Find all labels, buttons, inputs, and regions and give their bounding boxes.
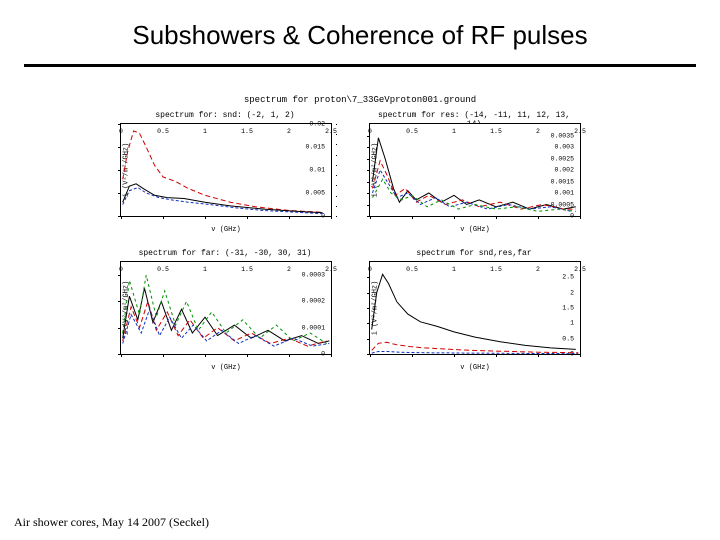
x-tick xyxy=(454,216,455,219)
axes: i (V²/m²/GHz)v (GHz)00.0050.010.0150.020… xyxy=(120,123,332,217)
axes: i (V²/m²/GHz)v (GHz)00.00010.00020.00030… xyxy=(120,261,332,355)
x-tick xyxy=(205,354,206,357)
x-tick xyxy=(580,354,581,357)
series-line xyxy=(123,184,323,213)
dot-marker xyxy=(336,144,337,145)
x-tick xyxy=(370,354,371,357)
footer-text: Air shower cores, May 14 2007 (Seckel) xyxy=(14,515,209,530)
panel-grid: spectrum for: snd: (-2, 1, 2)i (V²/m²/GH… xyxy=(120,111,600,377)
dot-marker xyxy=(336,175,337,176)
x-axis-label: v (GHz) xyxy=(121,364,331,372)
dot-marker xyxy=(336,196,337,197)
chart-panel-1: spectrum for res: (-14, -11, 11, 12, 13,… xyxy=(369,111,579,239)
x-tick xyxy=(331,216,332,219)
x-axis-label: v (GHz) xyxy=(370,226,580,234)
x-tick xyxy=(247,216,248,219)
chart-panel-3: spectrum for snd,res,fari (V²/m²/GHz)v (… xyxy=(369,249,579,377)
dot-marker xyxy=(336,134,337,135)
panel-title: spectrum for far: (-31, -30, 30, 31) xyxy=(120,249,330,261)
x-tick xyxy=(580,216,581,219)
series-line xyxy=(123,131,323,212)
x-tick xyxy=(412,354,413,357)
dot-marker xyxy=(336,206,337,207)
axes: i (V²/m²/GHz)v (GHz)00.511.522.500.511.5… xyxy=(369,261,581,355)
series-line xyxy=(373,138,576,209)
dot-marker xyxy=(336,124,337,125)
page-title: Subshowers & Coherence of RF pulses xyxy=(0,20,720,51)
divider xyxy=(24,64,696,67)
plot-svg xyxy=(121,262,331,354)
x-tick xyxy=(538,216,539,219)
series-line xyxy=(123,288,330,343)
series-line xyxy=(123,309,330,346)
x-tick xyxy=(412,216,413,219)
x-tick xyxy=(496,354,497,357)
x-tick xyxy=(289,216,290,219)
chart-panel-2: spectrum for far: (-31, -30, 30, 31)i (V… xyxy=(120,249,330,377)
chart-panel-0: spectrum for: snd: (-2, 1, 2)i (V²/m²/GH… xyxy=(120,111,330,239)
x-tick xyxy=(163,216,164,219)
x-axis-label: v (GHz) xyxy=(370,364,580,372)
x-tick xyxy=(121,354,122,357)
x-tick xyxy=(205,216,206,219)
series-line xyxy=(373,179,576,211)
x-tick xyxy=(370,216,371,219)
series-line xyxy=(372,274,576,349)
axes: i (V²/m²/GHz)v (GHz)00.00050.0010.00150.… xyxy=(369,123,581,217)
plot-svg xyxy=(121,124,331,216)
dot-marker xyxy=(336,216,337,217)
dot-marker xyxy=(336,155,337,156)
x-tick xyxy=(331,354,332,357)
panel-title: spectrum for res: (-14, -11, 11, 12, 13,… xyxy=(369,111,579,123)
x-tick xyxy=(496,216,497,219)
x-tick xyxy=(121,216,122,219)
x-tick xyxy=(454,354,455,357)
slide: Subshowers & Coherence of RF pulses spec… xyxy=(0,0,720,540)
x-axis-label: v (GHz) xyxy=(121,226,331,234)
plot-svg xyxy=(370,262,580,354)
x-tick xyxy=(538,354,539,357)
dot-marker xyxy=(336,185,337,186)
panel-title: spectrum for snd,res,far xyxy=(369,249,579,261)
x-tick xyxy=(247,354,248,357)
plot-svg xyxy=(370,124,580,216)
panel-title: spectrum for: snd: (-2, 1, 2) xyxy=(120,111,330,123)
figure-wrap: spectrum for proton\7_33GeVproton001.gro… xyxy=(120,95,600,377)
dot-marker xyxy=(336,165,337,166)
figure-suptitle: spectrum for proton\7_33GeVproton001.gro… xyxy=(120,95,600,105)
x-tick xyxy=(163,354,164,357)
x-tick xyxy=(289,354,290,357)
